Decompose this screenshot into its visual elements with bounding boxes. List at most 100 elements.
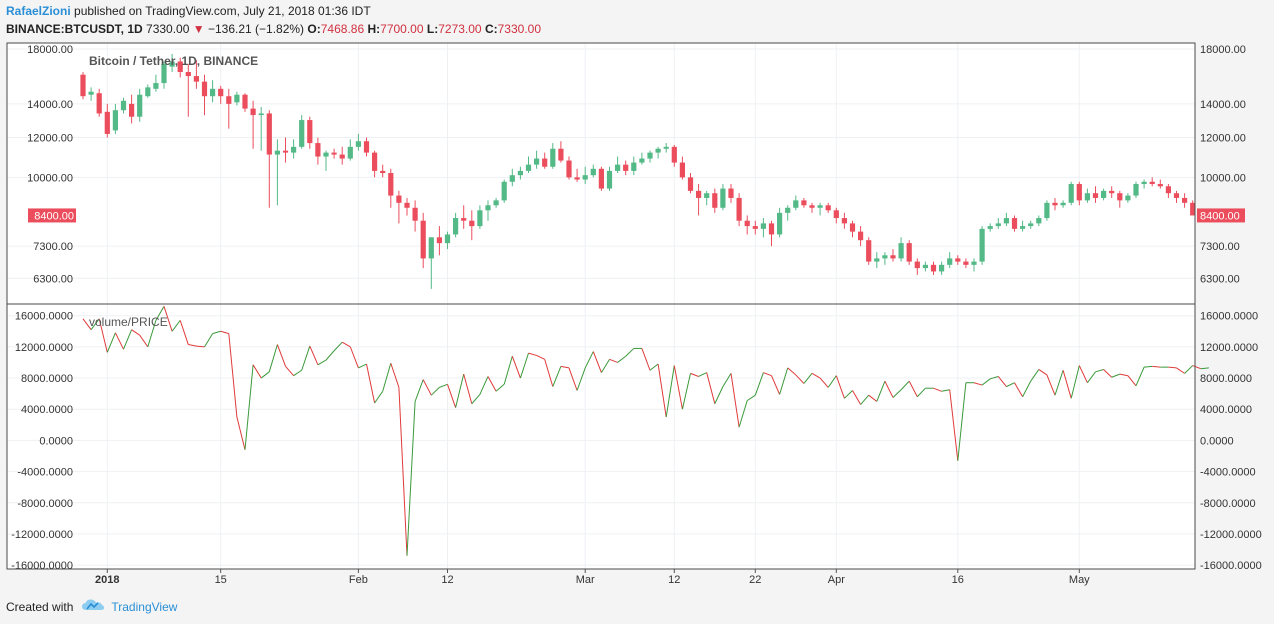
candle-body (615, 164, 621, 171)
candle-body (331, 152, 337, 155)
volume-line-segment (1184, 365, 1194, 374)
volume-line-segment (1030, 369, 1040, 382)
low-value: 7273.00 (438, 22, 482, 36)
close-label: C: (484, 22, 498, 36)
plot-background (7, 43, 1195, 569)
candle-body (922, 264, 928, 269)
open-value: 7468.86 (320, 22, 365, 36)
volume-tick-label-left: -4000.0000 (17, 467, 73, 479)
volume-line-segment (479, 376, 489, 395)
volume-line-segment (495, 383, 505, 392)
candle-body (955, 258, 961, 262)
price-tick-label-left: 18000.00 (27, 44, 73, 56)
volume-line-segment (941, 389, 950, 392)
candle-body (218, 88, 224, 97)
volume-line-segment (244, 364, 254, 450)
volume-tick-label-left: -8000.0000 (17, 498, 73, 510)
candle-body (1141, 181, 1147, 185)
volume-line-segment (1200, 367, 1209, 370)
volume-line-segment (358, 363, 367, 369)
volume-line-segment (406, 401, 416, 556)
candle-body (817, 205, 823, 208)
price-tick-label-right: 18000.00 (1200, 44, 1246, 56)
candle-body (396, 195, 402, 203)
candle-body (995, 223, 1001, 227)
candle-body (939, 264, 945, 272)
candle-body (485, 205, 491, 211)
volume-line-segment (625, 348, 635, 357)
volume-line-segment (560, 365, 570, 369)
volume-tick-label-right: 8000.0000 (1200, 373, 1252, 385)
volume-line-segment (949, 389, 959, 461)
candle-body (1117, 193, 1123, 201)
candle-body (655, 148, 661, 153)
author-link[interactable]: RafaelZioni (6, 4, 71, 18)
volume-line-segment (609, 358, 618, 363)
volume-line-segment (730, 373, 740, 428)
volume-line-segment (1135, 366, 1145, 387)
volume-tick-label-left: 8000.0000 (21, 373, 73, 385)
candle-body (266, 113, 272, 155)
time-tick-label: Feb (349, 574, 368, 586)
last-price-tag-left-label: 8400.00 (34, 210, 74, 222)
candle-body (841, 218, 847, 224)
candle-body (104, 111, 110, 134)
volume-line-segment (584, 351, 594, 369)
candle-body (712, 193, 718, 208)
candle-body (1125, 195, 1131, 201)
last-price: 7330.00 (146, 22, 190, 36)
volume-line-segment (665, 365, 675, 418)
volume-line-segment (884, 380, 894, 398)
volume-line-segment (188, 344, 197, 347)
symbol-label: BINANCE:BTCUSDT, 1D (6, 22, 143, 36)
volume-line-segment (957, 382, 967, 461)
volume-line-segment (1111, 373, 1120, 378)
volume-line-segment (268, 344, 278, 372)
candle-body (501, 181, 507, 201)
volume-line-segment (803, 373, 813, 384)
volume-line-segment (835, 375, 845, 399)
created-with-label: Created with (6, 599, 74, 614)
volume-line-segment (260, 371, 270, 379)
candle-body (274, 150, 280, 155)
candle-body (137, 94, 143, 117)
candle-body (1109, 190, 1115, 194)
open-label: O: (307, 22, 321, 36)
volume-line-segment (349, 346, 359, 369)
candle-body (388, 173, 394, 196)
volume-tick-label-left: -12000.0000 (11, 529, 73, 541)
candle-body (1060, 202, 1066, 206)
volume-line-segment (123, 329, 133, 350)
candle-body (606, 170, 613, 189)
volume-line-segment (366, 363, 376, 404)
candle-body (687, 177, 694, 191)
volume-line-segment (1103, 369, 1113, 378)
candle-body (461, 218, 467, 221)
volume-line-segment (487, 376, 497, 392)
volume-tick-label-right: -8000.0000 (1200, 498, 1256, 510)
candle-body (1084, 193, 1090, 201)
volume-line-segment (892, 389, 902, 398)
candle-body (1068, 184, 1074, 203)
candle-body (534, 158, 540, 165)
candle-body (930, 264, 937, 272)
volume-line-segment (309, 345, 319, 365)
volume-tick-label-left: 0.0000 (39, 435, 73, 447)
volume-line-segment (617, 355, 627, 363)
volume-line-segment (844, 390, 853, 399)
candle-body (315, 143, 321, 157)
candle-body (720, 188, 726, 208)
tradingview-link[interactable]: TradingView (111, 599, 178, 614)
volume-line-segment (641, 348, 651, 371)
volume-line-segment (552, 366, 562, 387)
candle-body (153, 83, 159, 89)
candle-body (404, 202, 410, 208)
volume-line-segment (997, 376, 1007, 387)
candle-body (226, 96, 232, 104)
volume-line-segment (471, 394, 481, 405)
candle-body (671, 146, 677, 163)
high-value: 7700.00 (380, 22, 424, 36)
candle-body (760, 223, 766, 229)
candle-body (428, 237, 434, 259)
